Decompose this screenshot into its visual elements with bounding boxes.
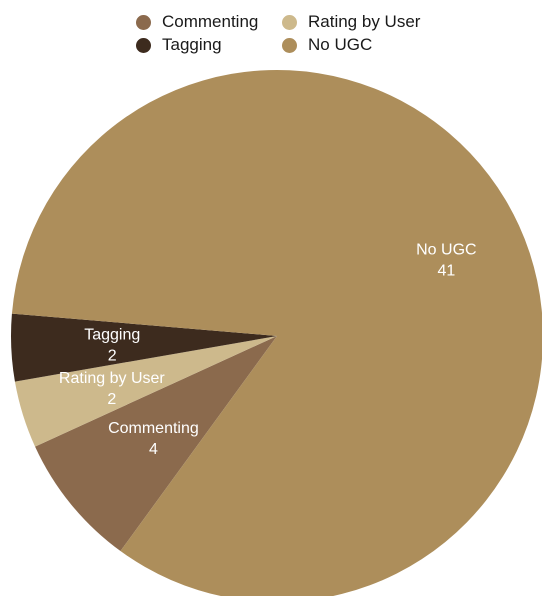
slice-commenting xyxy=(35,336,277,552)
legend-label-rating-by-user: Rating by User xyxy=(308,12,421,31)
slice-label-commenting: Commenting xyxy=(108,420,199,437)
pie-slices xyxy=(10,70,542,596)
legend-item-rating-by-user: Rating by User xyxy=(282,12,420,32)
legend-item-tagging: Tagging xyxy=(136,35,222,55)
slice-tagging xyxy=(10,313,277,382)
slice-value-rating-by-user: 2 xyxy=(107,391,116,408)
slice-label-rating-by-user: Rating by User xyxy=(59,370,165,387)
legend-label-tagging: Tagging xyxy=(162,35,222,54)
slice-label-tagging: Tagging xyxy=(84,326,140,343)
legend-swatch-tagging xyxy=(136,37,151,53)
legend-item-no-ugc: No UGC xyxy=(282,35,372,55)
legend-swatch-commenting xyxy=(136,14,151,30)
slice-rating-by-user xyxy=(14,336,277,447)
legend-item-commenting: Commenting xyxy=(136,12,258,32)
slice-value-commenting: 4 xyxy=(149,441,158,458)
slice-label-no-ugc: No UGC xyxy=(416,242,476,259)
legend-label-commenting: Commenting xyxy=(162,12,259,31)
legend: Commenting Rating by User Tagging No UGC xyxy=(0,0,542,64)
legend-label-no-ugc: No UGC xyxy=(308,35,373,54)
legend-swatch-rating-by-user xyxy=(282,14,297,30)
slice-value-no-ugc: 41 xyxy=(437,263,455,280)
legend-swatch-no-ugc xyxy=(282,37,297,53)
slice-value-tagging: 2 xyxy=(108,347,117,364)
slice-labels: Commenting 4 Rating by User 2 Tagging 2 No UGC… xyxy=(59,242,477,458)
slice-no-ugc xyxy=(11,70,542,596)
